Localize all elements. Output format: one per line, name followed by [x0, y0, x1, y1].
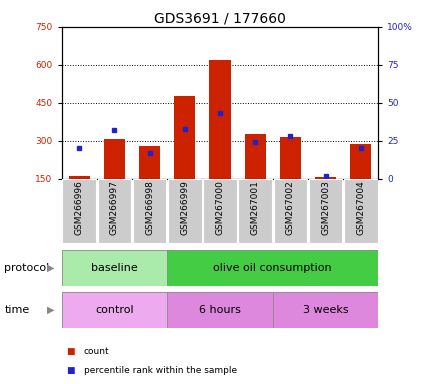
Bar: [273, 292, 378, 328]
Text: baseline: baseline: [91, 263, 138, 273]
Bar: [62, 292, 167, 328]
Bar: [315, 177, 336, 179]
Text: 6 hours: 6 hours: [199, 305, 241, 315]
Text: protocol: protocol: [4, 263, 50, 273]
Bar: [245, 134, 266, 179]
Bar: [309, 179, 342, 243]
Text: 3 weeks: 3 weeks: [303, 305, 348, 315]
Text: GSM266998: GSM266998: [145, 180, 154, 235]
Bar: [280, 137, 301, 179]
Bar: [174, 96, 195, 179]
Text: ▶: ▶: [47, 305, 55, 315]
Text: GSM267000: GSM267000: [216, 180, 224, 235]
Bar: [104, 139, 125, 179]
Text: GSM267003: GSM267003: [321, 180, 330, 235]
Bar: [98, 179, 131, 243]
Bar: [133, 179, 166, 243]
Text: GSM266996: GSM266996: [75, 180, 84, 235]
Text: ▶: ▶: [47, 263, 55, 273]
Text: ■: ■: [66, 347, 74, 356]
Bar: [203, 179, 237, 243]
Bar: [344, 179, 378, 243]
Text: count: count: [84, 347, 109, 356]
Title: GDS3691 / 177660: GDS3691 / 177660: [154, 12, 286, 26]
Bar: [168, 179, 202, 243]
Bar: [238, 179, 272, 243]
Text: time: time: [4, 305, 29, 315]
Bar: [209, 60, 231, 179]
Text: percentile rank within the sample: percentile rank within the sample: [84, 366, 237, 375]
Bar: [69, 176, 90, 179]
Text: GSM266999: GSM266999: [180, 180, 189, 235]
Text: GSM267001: GSM267001: [251, 180, 260, 235]
Text: GSM267002: GSM267002: [286, 180, 295, 235]
Bar: [139, 146, 160, 179]
Bar: [167, 250, 378, 286]
Text: ■: ■: [66, 366, 74, 375]
Bar: [274, 179, 307, 243]
Text: GSM266997: GSM266997: [110, 180, 119, 235]
Bar: [62, 179, 96, 243]
Text: GSM267004: GSM267004: [356, 180, 365, 235]
Text: control: control: [95, 305, 134, 315]
Text: olive oil consumption: olive oil consumption: [213, 263, 332, 273]
Bar: [167, 292, 273, 328]
Bar: [62, 250, 167, 286]
Bar: [350, 144, 371, 179]
